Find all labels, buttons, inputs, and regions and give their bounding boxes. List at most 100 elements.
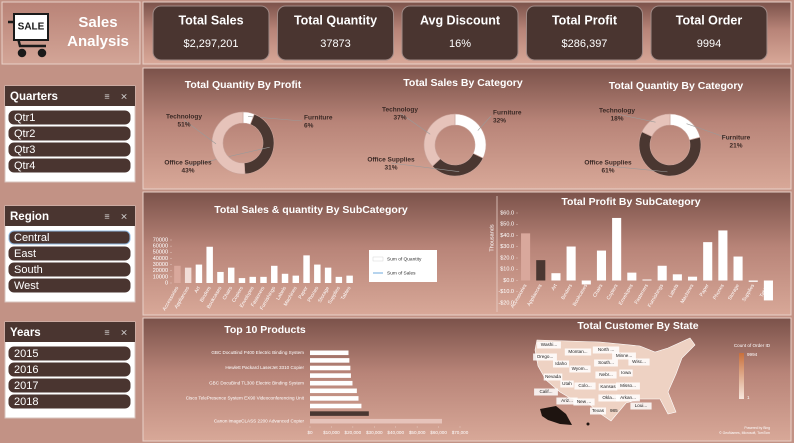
chart-title: Total Sales & quantity By SubCategory bbox=[214, 204, 408, 216]
slicer-item[interactable] bbox=[8, 142, 131, 157]
state-label-box[interactable] bbox=[569, 365, 591, 373]
bar bbox=[672, 274, 682, 281]
multi-select-icon[interactable]: ≡ bbox=[104, 211, 109, 221]
state-label[interactable]: Utah bbox=[562, 381, 572, 386]
slicer-item[interactable] bbox=[8, 394, 131, 409]
state-label-box[interactable] bbox=[628, 358, 650, 366]
bar bbox=[310, 403, 362, 409]
state-label[interactable]: Ariz... bbox=[561, 398, 573, 403]
slicer-item[interactable] bbox=[8, 346, 131, 361]
state-label[interactable]: Iowa bbox=[621, 370, 631, 375]
panel bbox=[142, 191, 792, 316]
multi-select-icon[interactable]: ≡ bbox=[104, 91, 109, 101]
multi-select-icon[interactable]: ≡ bbox=[104, 327, 109, 337]
x-tick-label: $20,000 bbox=[345, 430, 362, 435]
state-label-box[interactable] bbox=[616, 394, 640, 402]
state-label-box[interactable] bbox=[574, 382, 596, 390]
bar bbox=[310, 350, 349, 356]
slicer-item[interactable] bbox=[8, 126, 131, 141]
x-tick-label: $40,000 bbox=[387, 430, 404, 435]
slicer-item-label[interactable]: 2015 bbox=[14, 348, 38, 360]
slicer-item-label[interactable]: West bbox=[14, 280, 39, 292]
state-label[interactable]: Idaho bbox=[555, 361, 567, 366]
state-label[interactable]: Loui... bbox=[635, 403, 648, 408]
y-tick-label: $10.0 bbox=[500, 267, 514, 273]
state-label-box[interactable] bbox=[592, 346, 620, 354]
kpi-card bbox=[152, 5, 270, 61]
state-label-box[interactable] bbox=[543, 373, 563, 381]
state-label-box[interactable] bbox=[553, 360, 569, 368]
state-label[interactable]: Wisc... bbox=[632, 359, 646, 364]
slicer-item[interactable] bbox=[8, 158, 131, 173]
state-label[interactable]: North ... bbox=[598, 347, 614, 352]
slicer-item[interactable] bbox=[8, 278, 131, 293]
state-label-box[interactable] bbox=[560, 380, 574, 388]
bar bbox=[551, 273, 561, 281]
state-label-box[interactable] bbox=[598, 383, 618, 391]
state-label-box[interactable] bbox=[534, 388, 558, 396]
state-label-box[interactable] bbox=[590, 407, 606, 415]
state-label-box[interactable] bbox=[630, 402, 652, 410]
slicer-item-label[interactable]: Qtr4 bbox=[14, 160, 35, 172]
clear-filter-icon[interactable]: ⨯ bbox=[120, 327, 128, 337]
state-label[interactable]: South... bbox=[598, 360, 614, 365]
slicer-item-label[interactable]: South bbox=[14, 264, 43, 276]
state-label-box[interactable] bbox=[616, 382, 640, 390]
state-label[interactable]: Misso... bbox=[620, 383, 636, 388]
slice-value-label: 18% bbox=[610, 116, 623, 123]
state-label[interactable]: Montan... bbox=[568, 349, 587, 354]
legend-label: Sum of Quantity bbox=[387, 256, 422, 262]
state-label[interactable]: Washi... bbox=[541, 342, 557, 347]
clear-filter-icon[interactable]: ⨯ bbox=[120, 211, 128, 221]
bar bbox=[310, 388, 357, 394]
clear-filter-icon[interactable]: ⨯ bbox=[120, 91, 128, 101]
state-label-box[interactable] bbox=[619, 369, 633, 377]
slicer-item-label[interactable]: 2016 bbox=[14, 364, 38, 376]
state-label-box[interactable] bbox=[595, 371, 617, 379]
slicer-item-label[interactable]: 2017 bbox=[14, 380, 38, 392]
color-scale-min: 1 bbox=[747, 395, 750, 400]
slicer-item-label[interactable]: 2018 bbox=[14, 396, 38, 408]
state-label-box[interactable] bbox=[556, 397, 578, 405]
state-label[interactable]: Okla... bbox=[602, 395, 615, 400]
slicer-item[interactable] bbox=[8, 110, 131, 125]
state-label[interactable]: Wyom... bbox=[572, 366, 589, 371]
state-label-box[interactable] bbox=[594, 359, 618, 367]
state-label-box[interactable] bbox=[564, 348, 592, 356]
slicer-item-label[interactable]: East bbox=[14, 248, 36, 260]
state-label[interactable]: Calif... bbox=[539, 389, 552, 394]
state-label-box[interactable] bbox=[533, 353, 557, 361]
state-label[interactable]: Orego... bbox=[537, 354, 554, 359]
state-label-box[interactable] bbox=[537, 341, 561, 349]
state-label-box[interactable] bbox=[598, 394, 620, 402]
state-label[interactable]: Nebr... bbox=[599, 372, 613, 377]
slice-label: Technology bbox=[599, 108, 635, 115]
state-label[interactable]: Colo... bbox=[578, 383, 591, 388]
slice-label: Office Supplies bbox=[584, 160, 632, 167]
leader-line bbox=[607, 165, 668, 173]
state-label[interactable]: Texas bbox=[592, 408, 605, 413]
donut-slice bbox=[641, 113, 671, 137]
slicer-item-label[interactable]: Central bbox=[14, 232, 49, 244]
slicer-item[interactable] bbox=[8, 362, 131, 377]
slicer-item[interactable] bbox=[8, 246, 131, 261]
state-label[interactable]: Minne... bbox=[616, 353, 632, 358]
slicer-item[interactable] bbox=[8, 230, 131, 245]
slicer-item[interactable] bbox=[8, 262, 131, 277]
kpi-value: $286,397 bbox=[562, 38, 608, 50]
x-tick-label: $10,000 bbox=[323, 430, 340, 435]
state-label-box[interactable] bbox=[612, 352, 636, 360]
slicer-item-label[interactable]: Qtr1 bbox=[14, 112, 35, 124]
state-label-box[interactable] bbox=[573, 398, 595, 406]
y-tick-label: 50000 bbox=[153, 250, 168, 256]
state-label[interactable]: Kansas bbox=[600, 384, 616, 389]
slicer-item-label[interactable]: Qtr2 bbox=[14, 128, 35, 140]
leader-line bbox=[399, 112, 431, 135]
state-label[interactable]: Arkan... bbox=[620, 395, 636, 400]
kpi-value: 9994 bbox=[697, 38, 721, 50]
state-label[interactable]: Nevada bbox=[545, 374, 561, 379]
slicer-item-label[interactable]: Qtr3 bbox=[14, 144, 35, 156]
slicer-item[interactable] bbox=[8, 378, 131, 393]
state-label[interactable]: New ... bbox=[577, 399, 591, 404]
bar bbox=[596, 250, 607, 281]
